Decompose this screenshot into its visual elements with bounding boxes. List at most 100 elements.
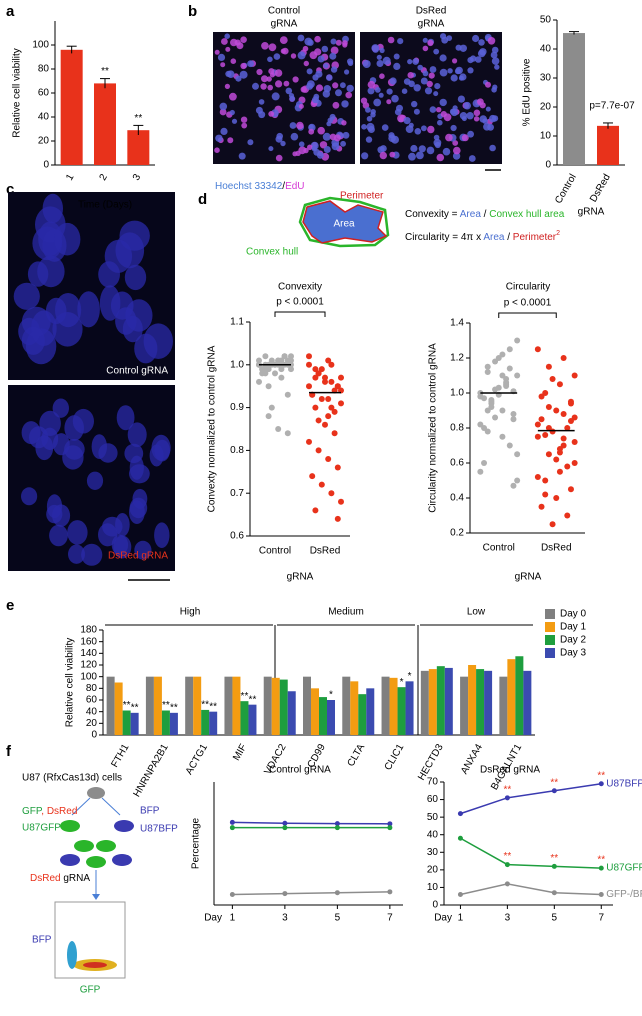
cell — [440, 33, 447, 40]
micrographs — [8, 32, 502, 571]
cell — [220, 127, 228, 135]
point — [284, 430, 291, 437]
bar — [122, 710, 131, 735]
cell — [489, 144, 496, 152]
point — [275, 357, 282, 364]
bar — [507, 659, 516, 735]
point — [484, 428, 491, 435]
bar — [597, 125, 619, 165]
cell — [379, 151, 387, 160]
point — [315, 447, 322, 454]
nucleus — [113, 535, 132, 559]
cell — [275, 80, 283, 88]
cell — [463, 101, 472, 110]
bar — [366, 688, 375, 735]
cell — [300, 86, 307, 93]
chart-title: Control gRNA — [269, 765, 331, 776]
significance: ** — [597, 855, 605, 866]
cell — [426, 80, 433, 88]
series-line — [232, 821, 390, 825]
point — [514, 477, 521, 484]
nucleus — [149, 444, 164, 467]
point — [322, 374, 328, 381]
cell — [340, 140, 346, 147]
point — [457, 811, 463, 817]
point — [318, 366, 325, 373]
point — [281, 353, 288, 360]
point — [538, 503, 545, 510]
panel-label: f — [6, 743, 12, 760]
nucleus — [21, 487, 38, 506]
point — [288, 357, 294, 364]
bar — [224, 676, 233, 735]
cell — [315, 84, 324, 92]
cell — [298, 103, 304, 109]
point — [534, 474, 541, 480]
point — [312, 374, 319, 381]
cell — [329, 133, 337, 141]
cell — [434, 83, 441, 90]
cell — [335, 39, 342, 46]
cell — [367, 80, 376, 89]
nucleus — [91, 434, 108, 459]
cell — [387, 36, 395, 44]
significance: ** — [209, 701, 217, 712]
significance: ** — [134, 113, 142, 124]
point — [318, 481, 325, 488]
cell — [405, 125, 414, 133]
x-tick-label: DsRed — [541, 543, 572, 554]
cell — [224, 83, 230, 89]
point — [495, 384, 502, 391]
bar — [476, 669, 485, 735]
cell — [240, 36, 247, 43]
point — [504, 881, 510, 887]
group-label: Low — [467, 607, 486, 618]
point — [315, 417, 322, 424]
cell — [229, 92, 237, 101]
point — [229, 891, 235, 897]
cell — [283, 80, 290, 87]
point — [265, 413, 272, 420]
cell — [360, 97, 368, 104]
cell — [403, 117, 411, 125]
point — [334, 515, 341, 522]
cell — [418, 145, 426, 153]
y-tick-label: 60 — [86, 695, 98, 706]
bar — [436, 666, 445, 735]
point — [309, 473, 316, 480]
point — [499, 407, 506, 414]
y-tick-label: 20 — [540, 102, 552, 113]
cell — [342, 42, 348, 48]
cell — [422, 45, 429, 52]
cell — [414, 128, 422, 135]
point — [545, 363, 552, 370]
point — [481, 460, 488, 466]
cell — [420, 77, 428, 85]
point — [556, 449, 563, 456]
cell — [446, 35, 453, 41]
diagram-label: BFP — [140, 806, 160, 817]
annotation: p < 0.0001 — [276, 297, 324, 308]
cell — [340, 82, 346, 89]
y-tick-label: 0 — [43, 160, 49, 171]
x-tick-label: 7 — [387, 913, 393, 924]
cell — [452, 140, 459, 146]
bar — [263, 676, 272, 735]
point — [598, 781, 604, 787]
point — [571, 439, 578, 445]
cell — [424, 87, 433, 95]
point — [325, 357, 332, 364]
cell — [370, 109, 376, 115]
chart-title: Circularity — [506, 282, 550, 293]
point — [278, 374, 285, 381]
cell — [378, 92, 384, 98]
y-tick-label: 20 — [86, 718, 98, 729]
bracket — [274, 311, 326, 317]
bar — [523, 670, 532, 735]
cell — [304, 37, 313, 46]
cell — [490, 51, 498, 59]
cell — [261, 75, 268, 83]
y-tick-label: 50 — [427, 812, 439, 823]
bar — [193, 676, 202, 735]
point — [387, 889, 393, 895]
